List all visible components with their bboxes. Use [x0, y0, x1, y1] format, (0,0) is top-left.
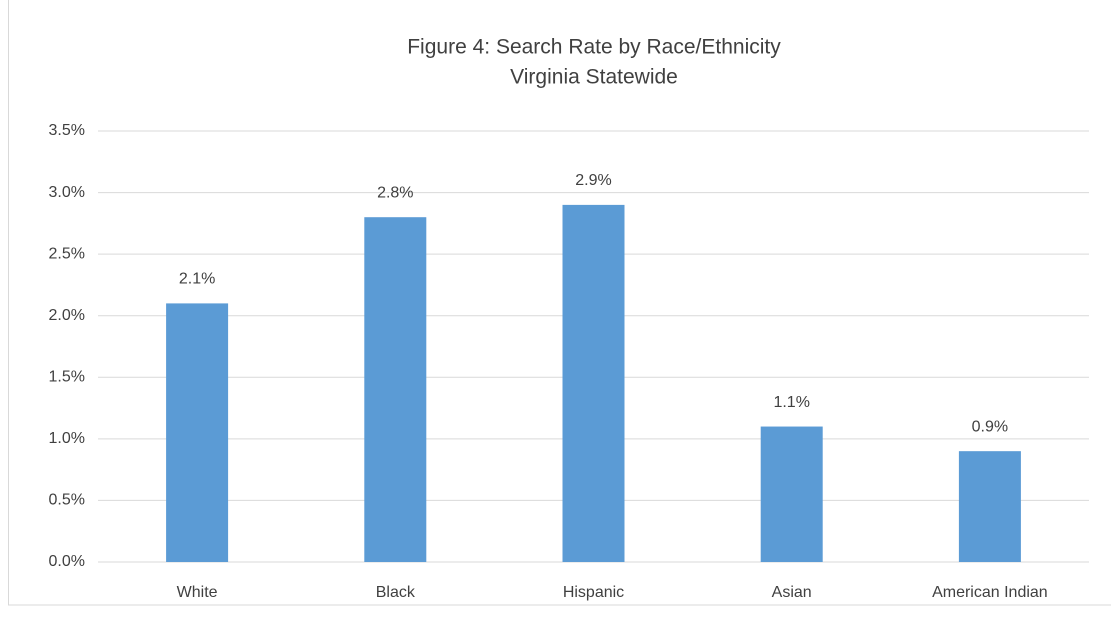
y-tick-label: 2.5%	[49, 245, 85, 262]
bar	[562, 204, 625, 562]
bar	[166, 303, 229, 562]
chart-subtitle: Virginia Statewide	[510, 66, 678, 89]
y-tick-label: 1.5%	[49, 369, 85, 386]
x-tick-label: Asian	[772, 584, 812, 601]
chart-border	[8, 0, 1111, 606]
x-tick-label: White	[177, 584, 218, 601]
y-tick-label: 2.0%	[49, 307, 85, 324]
y-tick-label: 3.5%	[49, 122, 85, 139]
data-label: 2.1%	[179, 271, 215, 288]
x-tick-label: American Indian	[932, 584, 1048, 601]
bar	[760, 426, 823, 562]
data-label: 0.9%	[972, 418, 1008, 435]
y-tick-label: 0.0%	[49, 553, 85, 570]
bar	[958, 451, 1021, 562]
data-label: 2.9%	[575, 172, 611, 189]
y-tick-label: 0.5%	[49, 492, 85, 509]
y-tick-label: 1.0%	[49, 430, 85, 447]
data-label: 2.8%	[377, 184, 413, 201]
bar	[364, 217, 427, 562]
data-label: 1.1%	[773, 394, 809, 411]
y-tick-label: 3.0%	[49, 184, 85, 201]
x-tick-label: Hispanic	[563, 584, 624, 601]
chart-title: Figure 4: Search Rate by Race/Ethnicity	[407, 36, 781, 59]
x-tick-label: Black	[376, 584, 416, 601]
